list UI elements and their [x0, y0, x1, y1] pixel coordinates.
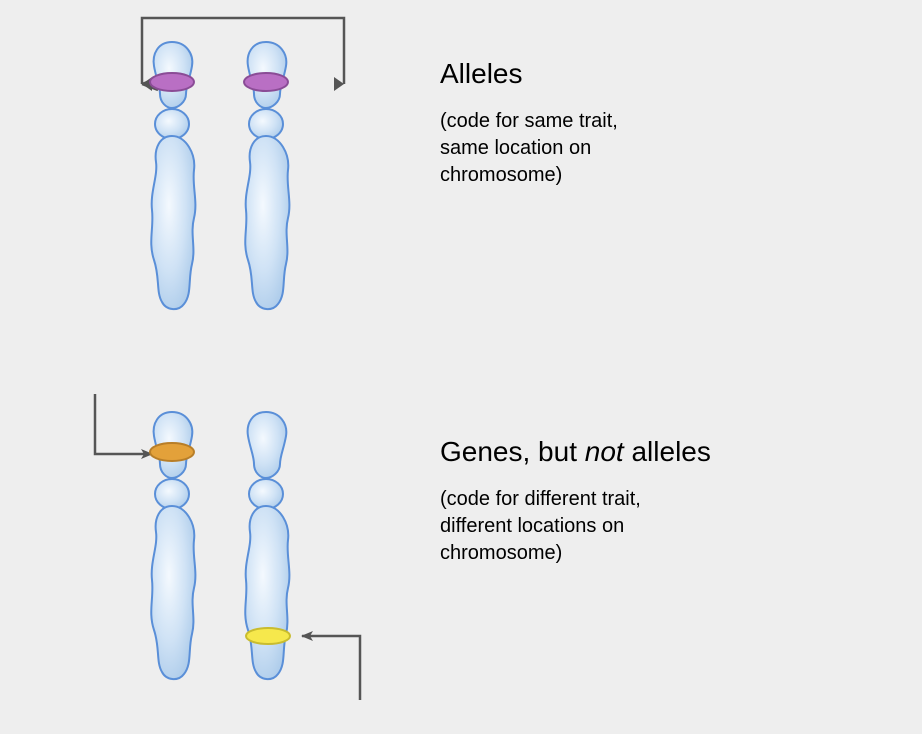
- genes-arrow-left: [95, 394, 152, 454]
- genes-chromosome-right: [245, 412, 290, 679]
- alleles-chromosome-left: [150, 42, 195, 309]
- allele-band-right: [244, 73, 288, 91]
- alleles-text: Alleles (code for same trait, same locat…: [440, 58, 618, 189]
- allele-band-left: [150, 73, 194, 91]
- gene-band-orange: [150, 443, 194, 461]
- alleles-title: Alleles: [440, 58, 618, 90]
- gene-band-yellow: [246, 628, 290, 644]
- genes-arrow-right: [302, 636, 360, 700]
- genes-chromosome-left: [150, 412, 195, 679]
- genes-subtitle: (code for different trait, different loc…: [440, 486, 711, 567]
- genes-text: Genes, but not alleles (code for differe…: [440, 436, 711, 567]
- genes-title-not: not: [585, 436, 624, 467]
- alleles-subtitle: (code for same trait, same location on c…: [440, 108, 618, 189]
- genes-title: Genes, but not alleles: [440, 436, 711, 468]
- alleles-chromosome-right: [244, 42, 289, 309]
